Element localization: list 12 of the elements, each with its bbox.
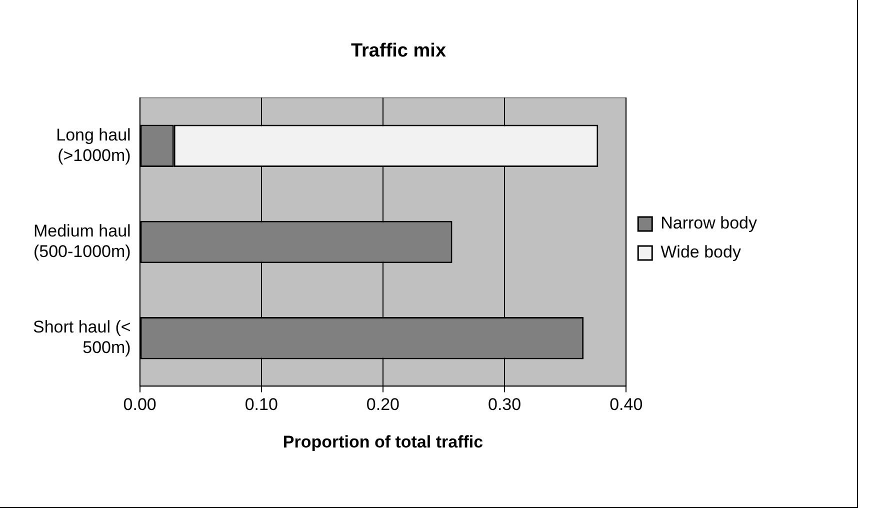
x-tick-label: 0.00 (123, 395, 156, 414)
y-tick-label: Short haul (< 500m) (32, 318, 131, 358)
x-tick-label: 0.40 (610, 395, 643, 414)
chart-title: Traffic mix (350, 40, 446, 62)
y-tick-label: Medium haul (500-1000m) (33, 221, 131, 261)
x-axis-title: Proportion of total traffic (282, 432, 484, 452)
legend-label: Narrow body (660, 214, 758, 233)
x-tick-label: 0.20 (366, 395, 400, 414)
y-tick-label: Long haul (>1000m) (56, 125, 131, 165)
x-tick-label: 0.30 (488, 395, 522, 414)
legend-label: Wide body (660, 242, 742, 262)
x-tick-label: 0.10 (244, 395, 278, 414)
